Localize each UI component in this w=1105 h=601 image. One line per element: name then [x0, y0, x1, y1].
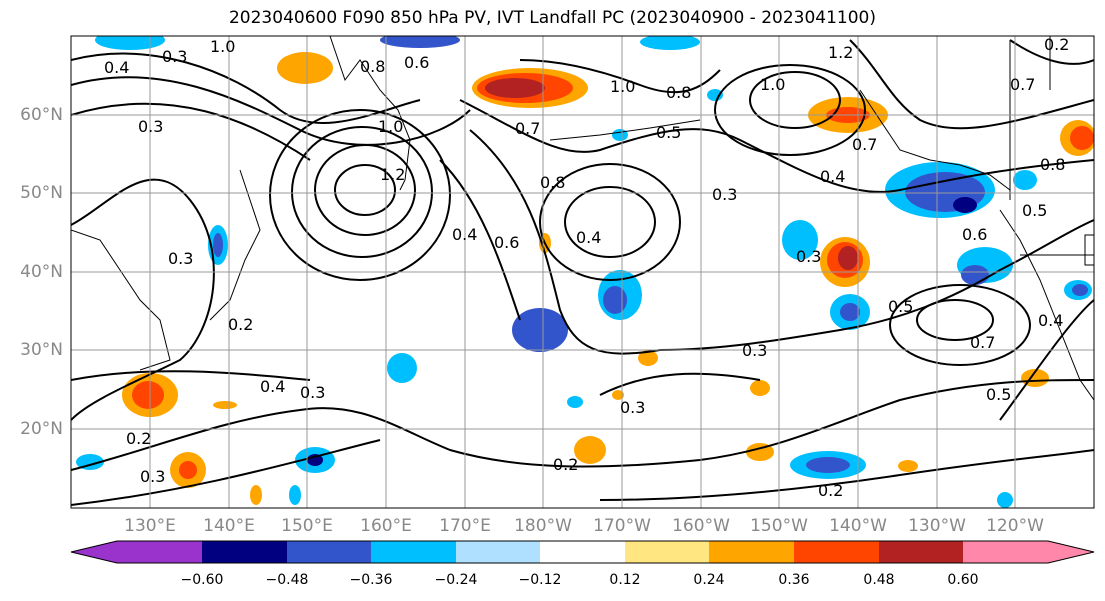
contour-label: 0.8 — [1040, 155, 1065, 174]
colorbar-tick-label: −0.60 — [180, 572, 224, 588]
contour-label: 0.7 — [970, 333, 995, 352]
contour-label: 0.7 — [515, 119, 540, 138]
colorbar-segment — [709, 541, 794, 563]
lon-label: 160°W — [672, 516, 730, 536]
contour-label: 1.0 — [378, 117, 403, 136]
contour-label: 0.6 — [962, 225, 987, 244]
contour-label: 0.8 — [666, 83, 691, 102]
colorbar-segment — [879, 541, 964, 563]
colorbar-tick-label: 0.12 — [609, 572, 641, 588]
contour-label: 0.3 — [796, 247, 821, 266]
lon-label: 170°E — [439, 516, 491, 536]
colorbar-tick-label: −0.12 — [518, 572, 562, 588]
contour-label: 0.4 — [260, 377, 285, 396]
contour-label: 0.7 — [852, 135, 877, 154]
contour-label: 0.4 — [1038, 311, 1063, 330]
contour-label: 0.8 — [540, 173, 565, 192]
colorbar-tick-label: 0.48 — [863, 572, 895, 588]
colorbar-segment — [794, 541, 879, 563]
pv-contours — [71, 39, 1094, 506]
colorbar-segment — [287, 541, 372, 563]
contour-label: 0.5 — [986, 385, 1011, 404]
colorbar-tick-label: 0.24 — [693, 572, 725, 588]
contour-label: 0.3 — [168, 249, 193, 268]
colorbar-tick-label: −0.48 — [265, 572, 309, 588]
lat-label: 60°N — [20, 105, 63, 125]
contour-label: 0.2 — [553, 455, 578, 474]
contour-label: 0.5 — [1022, 201, 1047, 220]
colorbar-tick-label: 0.60 — [947, 572, 979, 588]
contour-label: 0.2 — [228, 315, 253, 334]
contour-label: 0.4 — [452, 225, 477, 244]
map-title: 2023040600 F090 850 hPa PV, IVT Landfall… — [228, 8, 876, 28]
colorbar-segment — [117, 541, 202, 563]
contour-label: 0.3 — [300, 383, 325, 402]
contour-label: 0.3 — [140, 467, 165, 486]
contour-label: 0.4 — [104, 58, 129, 77]
colorbar-outline — [70, 540, 1095, 564]
contour-label: 0.2 — [818, 481, 843, 500]
lon-label: 150°W — [750, 516, 808, 536]
lon-label: 170°W — [593, 516, 651, 536]
contour-label: 0.5 — [888, 297, 913, 316]
lon-label: 130°E — [124, 516, 176, 536]
lon-label: 160°E — [360, 516, 412, 536]
lat-label: 40°N — [20, 262, 63, 282]
lon-label: 140°W — [829, 516, 887, 536]
contour-label: 0.3 — [712, 185, 737, 204]
colorbar-segment — [202, 541, 287, 563]
contour-label: 1.0 — [210, 37, 235, 56]
contour-label: 0.2 — [126, 429, 151, 448]
contour-label: 0.4 — [576, 228, 601, 247]
contour-label: 0.3 — [138, 117, 163, 136]
lon-label: 180°W — [514, 516, 572, 536]
colorbar-segment — [540, 541, 625, 563]
contour-label: 0.3 — [620, 398, 645, 417]
contour-label: 0.8 — [360, 57, 385, 76]
lat-label: 30°N — [20, 340, 63, 360]
lat-label: 50°N — [20, 183, 63, 203]
contour-label: 1.2 — [380, 165, 405, 184]
colorbar-segment — [625, 541, 710, 563]
contour-label: 0.3 — [742, 341, 767, 360]
colorbar-extend-max — [1048, 541, 1094, 563]
colorbar — [70, 540, 1095, 564]
contour-label: 1.0 — [610, 77, 635, 96]
contour-labels: 0.4 0.3 1.0 0.8 0.6 1.2 1.0 1.0 0.8 0.3 … — [104, 35, 1069, 500]
contour-label: 0.2 — [1044, 35, 1069, 54]
colorbar-extend-min — [71, 541, 117, 563]
lon-label: 140°E — [203, 516, 255, 536]
contour-label: 0.6 — [494, 233, 519, 252]
contour-label: 0.7 — [1010, 75, 1035, 94]
coastlines — [71, 36, 1094, 401]
contour-label: 0.5 — [656, 123, 681, 142]
map-frame — [70, 35, 1095, 509]
colorbar-segment — [371, 541, 456, 563]
colorbar-tick-label: 0.36 — [778, 572, 810, 588]
colorbar-segment — [456, 541, 541, 563]
lon-label: 120°W — [986, 516, 1044, 536]
colorbar-tick-label: −0.24 — [434, 572, 478, 588]
lon-label: 150°E — [281, 516, 333, 536]
contour-label: 1.0 — [760, 75, 785, 94]
gridlines — [71, 36, 1094, 508]
lat-label: 20°N — [20, 419, 63, 439]
contour-label: 0.6 — [404, 53, 429, 72]
contour-label: 0.4 — [820, 167, 845, 186]
contour-label: 0.3 — [162, 47, 187, 66]
colorbar-tick-label: −0.36 — [349, 572, 393, 588]
lon-label: 130°W — [908, 516, 966, 536]
contour-label: 1.2 — [828, 43, 853, 62]
colorbar-segment — [963, 541, 1048, 563]
